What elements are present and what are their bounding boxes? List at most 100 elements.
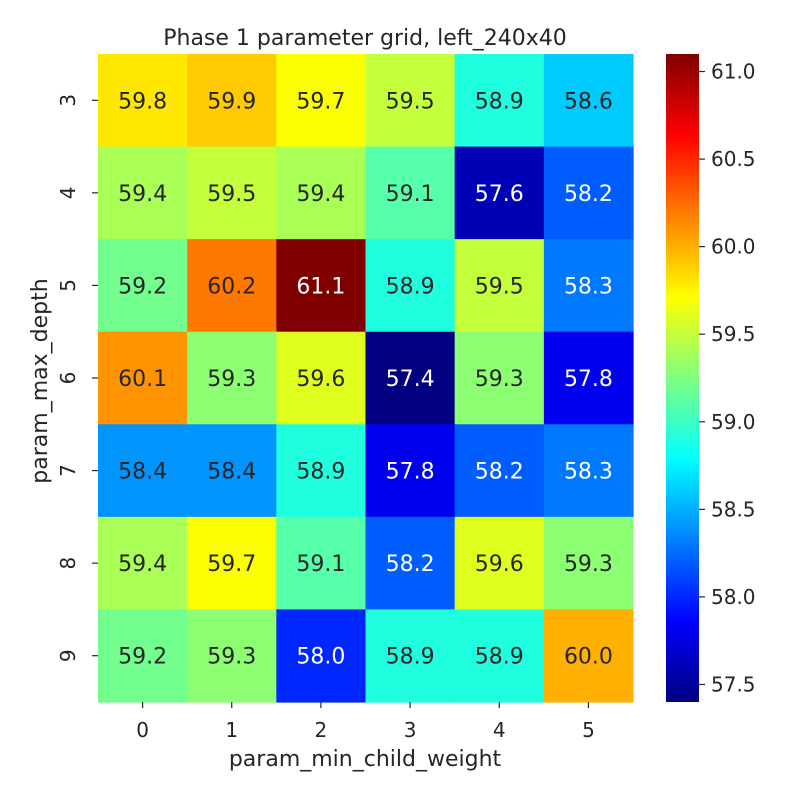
heatmap-cell — [187, 239, 277, 333]
heatmap-cells — [98, 54, 634, 703]
heatmap-cell — [98, 239, 188, 333]
y-tick-label: 5 — [56, 279, 80, 292]
x-tick-label: 3 — [404, 718, 417, 742]
heatmap-cell — [543, 424, 634, 518]
cell-value-label: 59.3 — [475, 367, 524, 392]
y-tick-label: 9 — [56, 649, 80, 662]
cell-value-label: 58.2 — [386, 552, 435, 577]
colorbar — [666, 54, 699, 702]
heatmap-cell — [276, 54, 367, 148]
x-tick-labels: 0 1 2 3 4 5 — [136, 701, 595, 742]
heatmap-cell — [454, 609, 545, 703]
cell-value-label: 59.7 — [296, 89, 345, 114]
y-axis-label: param_max_depth — [28, 278, 53, 483]
colorbar-ticks: 57.5 58.0 58.5 59.0 59.5 60.0 60.5 61.0 — [699, 60, 756, 696]
colorbar-tick-label: 59.5 — [711, 322, 756, 346]
cell-value-label: 59.1 — [296, 552, 345, 577]
cell-value-label: 60.1 — [118, 367, 167, 392]
cell-value-label: 58.0 — [296, 645, 345, 670]
cell-value-label: 58.2 — [475, 460, 524, 485]
cell-value-label: 59.3 — [207, 367, 256, 392]
heatmap-cell — [98, 54, 188, 148]
y-tick-label: 7 — [56, 464, 80, 477]
heatmap-cell — [187, 609, 277, 703]
x-axis-label: param_min_child_weight — [229, 747, 502, 772]
heatmap-cell — [543, 54, 634, 148]
heatmap-cell — [276, 146, 367, 240]
heatmap-cell — [454, 54, 545, 148]
x-tick-label: 0 — [136, 718, 149, 742]
heatmap-cell — [187, 424, 277, 518]
heatmap-cell — [365, 331, 456, 425]
heatmap-cell — [98, 146, 188, 240]
heatmap-cell — [276, 516, 367, 611]
cell-value-label: 59.2 — [118, 645, 167, 670]
heatmap-cell — [276, 424, 367, 518]
cell-value-label: 59.6 — [475, 552, 524, 577]
heatmap-cell — [276, 331, 367, 425]
cell-value-label: 58.9 — [475, 645, 524, 670]
colorbar-tick-label: 59.0 — [711, 410, 756, 434]
heatmap-cell — [454, 424, 545, 518]
x-tick-label: 1 — [225, 718, 238, 742]
colorbar-tick-label: 58.5 — [711, 497, 756, 521]
cell-value-label: 59.9 — [207, 89, 256, 114]
colorbar-tick-label: 60.0 — [711, 235, 756, 259]
x-tick-label: 5 — [582, 718, 595, 742]
y-tick-label: 3 — [56, 94, 80, 107]
cell-value-label: 58.3 — [564, 460, 613, 485]
cell-value-label: 59.4 — [118, 552, 167, 577]
colorbar-tick-label: 61.0 — [711, 60, 756, 84]
heatmap-cell — [365, 54, 456, 148]
cell-value-label: 59.5 — [475, 274, 524, 299]
cell-value-label: 59.8 — [118, 89, 167, 114]
heatmap-cell — [543, 331, 634, 425]
heatmap-cell — [187, 516, 277, 611]
cell-value-label: 59.3 — [564, 552, 613, 577]
cell-value-label: 58.9 — [296, 460, 345, 485]
cell-value-label: 58.9 — [475, 89, 524, 114]
heatmap-cell — [454, 331, 545, 425]
heatmap-cell — [365, 516, 456, 611]
y-tick-label: 6 — [56, 372, 80, 385]
cell-value-label: 58.4 — [207, 460, 256, 485]
heatmap-cell — [454, 146, 545, 240]
x-tick-label: 2 — [315, 718, 328, 742]
colorbar-tick-label: 58.0 — [711, 585, 756, 609]
heatmap-cell — [365, 146, 456, 240]
cell-value-label: 59.1 — [386, 182, 435, 207]
colorbar-tick-label: 60.5 — [711, 147, 756, 171]
cell-value-label: 59.4 — [296, 182, 345, 207]
heatmap-cell — [543, 609, 634, 703]
heatmap-cell — [98, 609, 188, 703]
cell-value-label: 58.2 — [564, 182, 613, 207]
cell-value-label: 60.0 — [564, 645, 613, 670]
heatmap-cell — [543, 239, 634, 333]
cell-value-label: 58.9 — [386, 274, 435, 299]
heatmap-cell — [187, 54, 277, 148]
cell-value-label: 59.4 — [118, 182, 167, 207]
heatmap-cell — [98, 331, 188, 425]
cell-value-label: 59.5 — [386, 89, 435, 114]
cell-value-label: 59.6 — [296, 367, 345, 392]
cell-value-label: 58.6 — [564, 89, 613, 114]
heatmap-cell — [454, 239, 545, 333]
y-tick-label: 8 — [56, 557, 80, 570]
heatmap-cell — [543, 516, 634, 611]
cell-value-label: 58.4 — [118, 460, 167, 485]
cell-value-label: 57.8 — [564, 367, 613, 392]
cell-value-label: 57.6 — [475, 182, 524, 207]
heatmap-cell — [276, 239, 367, 333]
cell-value-label: 58.9 — [386, 645, 435, 670]
heatmap-cell — [98, 424, 188, 518]
chart-title: Phase 1 parameter grid, left_240x40 — [163, 26, 567, 51]
heatmap-cell — [98, 516, 188, 611]
heatmap-cell — [187, 146, 277, 240]
heatmap-cell — [543, 146, 634, 240]
cell-value-label: 61.1 — [296, 274, 345, 299]
heatmap-cell — [365, 424, 456, 518]
y-tick-label: 4 — [56, 186, 80, 199]
cell-value-label: 59.5 — [207, 182, 256, 207]
heatmap-annotations: 59.8 59.9 59.7 59.5 58.9 58.6 59.4 59.5 59.4 59.1… — [118, 89, 613, 669]
